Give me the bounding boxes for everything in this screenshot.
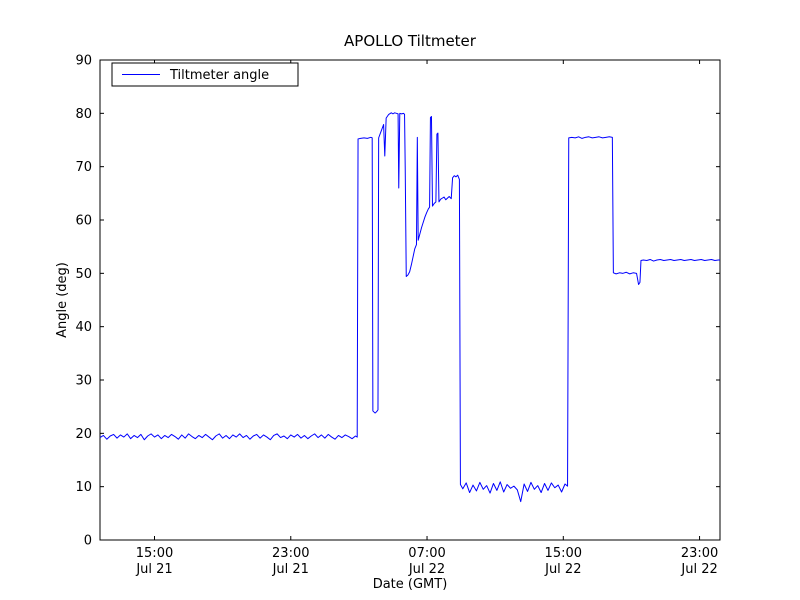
x-tick-time-label: 23:00 [681,546,718,561]
x-tick-date-label: Jul 22 [680,562,717,577]
y-tick-label: 20 [75,427,92,442]
x-tick-time-label: 23:00 [272,546,309,561]
legend-label: Tiltmeter angle [169,68,269,83]
y-tick-label: 50 [75,267,92,282]
x-tick-date-label: Jul 22 [544,562,581,577]
y-tick-label: 40 [75,320,92,335]
x-tick-time-label: 15:00 [545,546,582,561]
legend-box [111,62,299,87]
y-axis-label: Angle (deg) [55,262,70,338]
x-tick-date-label: Jul 21 [272,562,309,577]
x-tick-time-label: 15:00 [136,546,173,561]
y-tick-label: 30 [75,374,92,389]
y-tick-label: 0 [84,534,92,549]
y-tick-label: 60 [75,214,92,229]
y-tick-label: 90 [75,54,92,69]
legend: Tiltmeter angle [111,62,299,87]
y-tick-label: 70 [75,160,92,175]
tiltmeter-angle-line [99,112,720,503]
x-tick-time-label: 07:00 [408,546,445,561]
chart-title: APOLLO Tiltmeter [344,32,477,50]
x-axis-label: Date (GMT) [373,577,448,592]
plot-frame [99,59,721,541]
y-tick-label: 10 [75,480,92,495]
x-tick-date-label: Jul 21 [135,562,172,577]
x-tick-date-label: Jul 22 [408,562,445,577]
data-series [99,112,720,503]
y-tick-label: 80 [75,107,92,122]
